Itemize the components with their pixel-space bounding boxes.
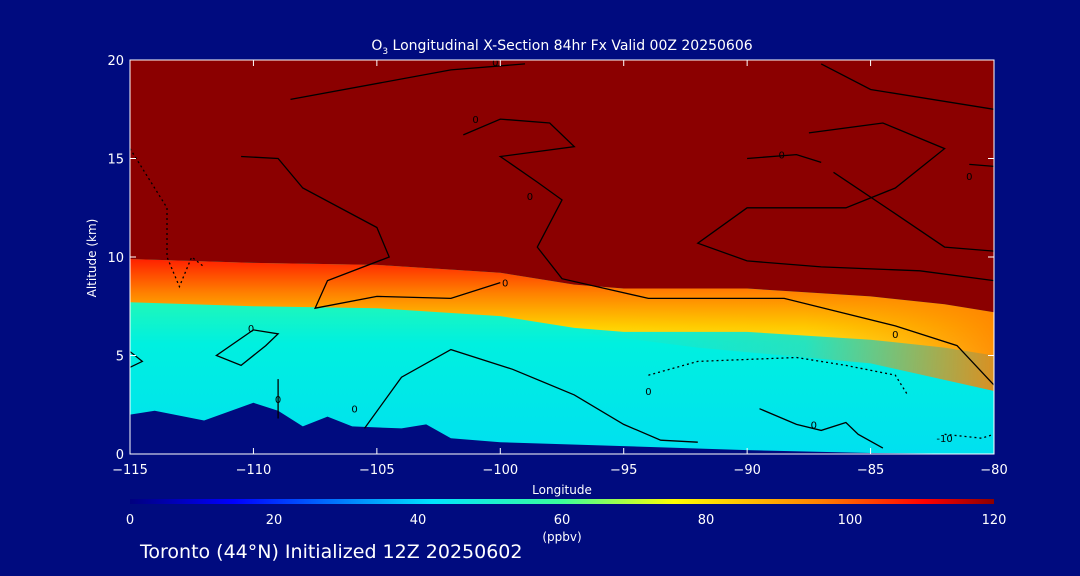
contour-line [463,118,994,386]
colorbar-unit-label: (ppbv) [542,530,581,544]
chart-title-main: O [371,38,382,54]
contour-label: 0 [275,395,281,406]
y-tick-label: 0 [116,448,124,463]
x-tick-label: −80 [980,463,1007,478]
terrain-mask [130,402,994,454]
contour-label: 0 [966,172,972,183]
x-tick-label: −85 [857,463,884,478]
colorbar-tick-label: 20 [266,513,283,528]
contour-line [747,153,822,164]
x-axis-label: Longitude [532,483,592,497]
stratospheric-ozone-field [130,60,994,313]
x-tick-label: −110 [236,463,272,478]
y-axis: 0 5 10 15 20 [107,54,994,463]
colorbar [130,499,994,504]
y-tick-label: 20 [107,54,124,69]
eastern-elevated-ozone [574,284,994,391]
contour-line [820,63,994,110]
contour-label: 0 [351,405,357,416]
colorbar-tick-label: 40 [410,513,427,528]
contour-label: 0 [779,151,785,162]
colorbar-tick-label: 0 [126,513,134,528]
contour-label: 0 [527,192,533,203]
colorbar-ticks: 0 20 40 60 80 100 120 [126,513,1007,528]
colorbar-tick-label: 60 [554,513,571,528]
x-tick-label: −90 [733,463,760,478]
chart-title-subscript: 3 [382,47,388,57]
plot-area: 0 0 0 0 0 0 0 0 0 0 0 0 -10 [130,58,994,454]
colorbar-tick-label: 80 [698,513,715,528]
contour-line-dotted [130,148,205,289]
contour-line [833,171,994,252]
footer-run-info: Toronto (44°N) Initialized 12Z 20250602 [140,541,523,563]
ozone-contours: 0 0 0 0 0 0 0 0 0 0 0 0 -10 [130,58,994,449]
chart-title: O3 Longitudinal X-Section 84hr Fx Valid … [371,38,752,57]
contour-line [759,408,884,449]
x-tick-label: −95 [610,463,637,478]
contour-label: -10 [936,434,952,445]
contour-label: 0 [892,330,898,341]
x-tick-label: −115 [112,463,148,478]
contour-label: 0 [492,58,498,69]
contour-line [130,351,144,368]
contour-line [241,155,501,310]
colorbar-tick-label: 120 [982,513,1007,528]
contour-label: 0 [248,324,254,335]
colorbar-tick-label: 100 [838,513,863,528]
contour-label: 0 [472,115,478,126]
y-axis-label: Altitude (km) [85,219,99,298]
x-axis: −115 −110 −105 −100 −95 −90 −85 −80 [112,60,1008,478]
chart-title-rest: Longitudinal X-Section 84hr Fx Valid 00Z… [388,38,753,54]
x-tick-label: −105 [359,463,395,478]
y-tick-label: 15 [107,153,124,168]
contour-line-dotted [648,356,909,396]
contour-line-dotted [944,433,994,439]
x-tick-label: −100 [482,463,518,478]
contour-label: 0 [645,387,651,398]
contour-line [696,122,994,282]
y-tick-label: 5 [116,350,124,365]
contour-label: 0 [811,420,817,431]
contour-line [969,163,994,168]
contour-line [363,348,698,443]
contour-label: 0 [502,279,508,290]
contour-line [215,329,280,367]
y-tick-label: 10 [107,251,124,266]
